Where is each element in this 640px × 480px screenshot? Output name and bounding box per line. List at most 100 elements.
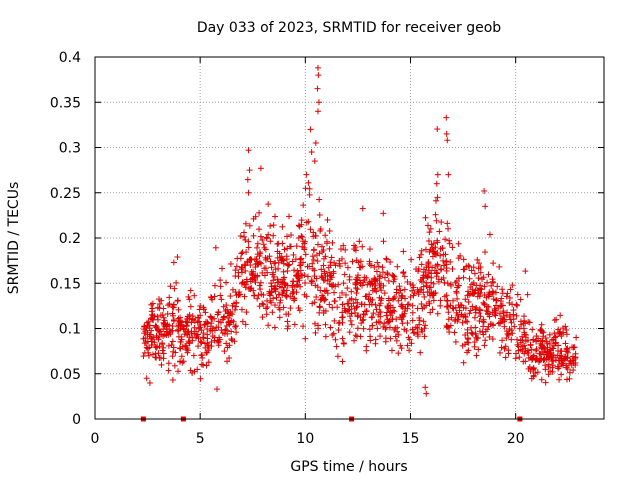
data-point [475,260,482,267]
data-point [280,304,287,311]
data-point [339,335,346,342]
data-point [148,341,155,348]
data-point [191,292,198,299]
data-point [385,295,392,302]
data-point [288,232,295,239]
data-point [497,349,504,356]
data-point [425,237,432,244]
data-point [359,282,366,289]
data-point [527,342,534,349]
data-point [541,351,548,358]
data-point [353,290,360,297]
data-point [342,260,349,267]
data-point [430,297,437,304]
data-point [493,297,500,304]
data-point [394,263,401,270]
data-point [457,252,464,259]
data-point [232,273,239,280]
data-point [320,247,327,254]
data-point [174,254,181,261]
data-point [557,328,564,335]
data-point [438,219,445,226]
data-point [276,306,283,313]
data-point [221,348,228,355]
data-point [373,306,380,313]
data-point [562,323,569,330]
data-point [430,280,437,287]
data-point [215,318,222,325]
data-point [233,263,240,270]
data-point [436,228,443,235]
data-point [220,314,227,321]
data-point [367,333,374,340]
data-point [443,297,450,304]
data-point [360,316,367,323]
data-point [264,304,271,311]
data-point [410,329,417,336]
data-point [484,308,491,315]
data-point [502,343,509,350]
data-point [281,274,288,281]
data-point [283,256,290,263]
data-point [572,350,579,357]
data-point [564,376,571,383]
data-point [394,328,401,335]
data-point [409,326,416,333]
data-point [154,304,161,311]
data-point [534,369,541,376]
data-point [271,285,278,292]
data-point [481,283,488,290]
data-point [296,262,303,269]
data-point [473,335,480,342]
data-point [469,303,476,310]
data-point [232,289,239,296]
data-point [550,342,557,349]
data-point [412,324,419,331]
data-point [447,258,454,265]
data-point [234,255,241,262]
data-point [563,345,570,352]
data-point [240,229,247,236]
data-point [338,246,345,253]
data-point [203,349,210,356]
data-point [270,222,277,229]
data-point [437,245,444,252]
data-point [376,294,383,301]
data-point [175,368,182,375]
data-point [298,233,305,240]
data-point [156,300,163,307]
data-point [437,302,444,309]
data-point [336,260,343,267]
data-point [499,302,506,309]
data-point [500,313,507,320]
data-point [201,322,208,329]
data-point [454,312,461,319]
data-point [165,360,172,367]
data-point [385,277,392,284]
data-point [434,126,441,133]
data-point [552,339,559,346]
data-point [339,289,346,296]
data-point [400,248,407,255]
data-point [170,317,177,324]
data-point [322,232,329,239]
data-point [444,298,451,305]
data-point [146,379,153,386]
data-point [346,329,353,336]
data-point [430,248,437,255]
data-point [259,237,266,244]
data-point [352,332,359,339]
data-point [316,196,323,203]
data-point [317,227,324,234]
data-point [442,251,449,258]
data-point [270,232,277,239]
data-point [507,286,514,293]
data-point [375,263,382,270]
data-point [161,321,168,328]
data-point [285,262,292,269]
data-point [548,337,555,344]
data-point [540,356,547,363]
data-point [418,301,425,308]
data-point [372,276,379,283]
data-point [155,350,162,357]
